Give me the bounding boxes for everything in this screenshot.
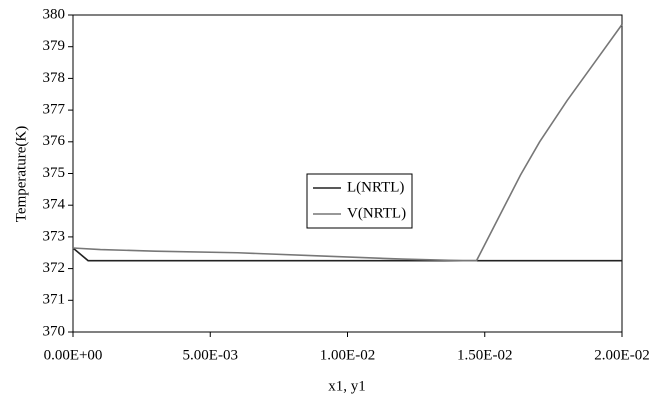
- x-axis-label: x1, y1: [328, 378, 366, 394]
- y-tick-label: 377: [43, 102, 66, 118]
- x-tick-label: 1.00E-02: [320, 347, 375, 363]
- x-tick-label: 5.00E-03: [183, 347, 238, 363]
- y-tick-label: 378: [43, 70, 66, 86]
- y-tick-label: 380: [43, 6, 66, 22]
- series-line: [72, 24, 623, 262]
- legend-box: [306, 173, 413, 229]
- y-tick-label: 371: [43, 292, 66, 308]
- y-tick-label: 375: [43, 165, 66, 181]
- y-tick-label: 376: [43, 133, 66, 149]
- series-line: [72, 247, 622, 262]
- x-tick-label: 0.00E+00: [44, 347, 103, 363]
- legend-label: L(NRTL): [347, 179, 404, 195]
- y-axis-label: Temperature(K): [13, 126, 29, 222]
- y-tick-label: 372: [43, 260, 66, 276]
- y-tick-label: 379: [43, 38, 66, 54]
- y-tick-label: 370: [43, 323, 66, 339]
- y-tick-label: 373: [43, 228, 66, 244]
- legend-label: V(NRTL): [347, 205, 406, 221]
- x-tick-label: 1.50E-02: [457, 347, 512, 363]
- x-tick-label: 2.00E-02: [594, 347, 649, 363]
- y-tick-label: 374: [43, 197, 66, 213]
